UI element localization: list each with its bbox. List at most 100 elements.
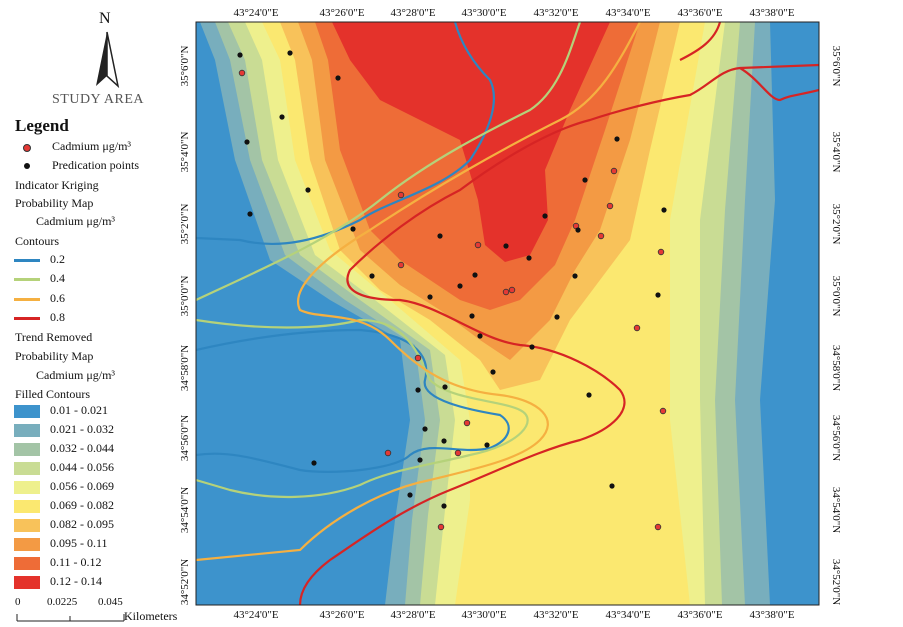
contour-line-0-4 [196, 22, 582, 301]
tick-left-6: 34°54'0"N [179, 487, 191, 533]
filled-swatch-4 [14, 481, 40, 494]
contour-label-3: 0.8 [50, 310, 65, 324]
tick-top-5: 43°34'0"E [605, 7, 650, 19]
filled-label-3: 0.044 - 0.056 [50, 460, 114, 474]
tick-bottom-2: 43°28'0"E [390, 609, 435, 621]
prediction-point [477, 333, 483, 339]
prediction-point [457, 283, 463, 289]
filled-label-0: 0.01 - 0.021 [50, 403, 108, 417]
tick-top-1: 43°26'0"E [319, 7, 364, 19]
scale-label-0: 0 [15, 596, 21, 608]
contour-swatch-0 [14, 259, 40, 262]
prediction-point [661, 207, 667, 213]
study-area-label: STUDY AREA [52, 92, 144, 107]
filled-title: Filled Contours [15, 387, 91, 401]
tick-top-0: 43°24'0"E [233, 7, 278, 19]
filled-swatch-8 [14, 557, 40, 570]
tick-bottom-3: 43°30'0"E [461, 609, 506, 621]
cadmium-point [659, 407, 667, 415]
tick-bottom-5: 43°34'0"E [605, 609, 650, 621]
legend-prediction-point: Predication points [52, 158, 139, 172]
prediction-point [582, 177, 588, 183]
tick-right-5: 34°56'0"N [830, 415, 842, 461]
prediction-point [484, 442, 490, 448]
tick-top-7: 43°38'0"E [749, 7, 794, 19]
filled-swatch-3 [14, 462, 40, 475]
tick-right-2: 35°2'0"N [830, 204, 842, 245]
prediction-point [554, 314, 560, 320]
tick-left-1: 35°4'0"N [179, 132, 191, 173]
indicator-title-2: Probability Map [15, 196, 94, 210]
cadmium-point [454, 449, 462, 457]
filled-swatch-0 [14, 405, 40, 418]
prediction-point [350, 226, 356, 232]
filled-label-6: 0.082 - 0.095 [50, 517, 114, 531]
prediction-point [442, 384, 448, 390]
filled-swatch-1 [14, 424, 40, 437]
tick-left-2: 35°2'0"N [179, 204, 191, 245]
tick-left-3: 35°0'0"N [179, 276, 191, 317]
tick-top-2: 43°28'0"E [390, 7, 435, 19]
contour-line-0-2 [196, 22, 495, 246]
tick-right-3: 35°0'0"N [830, 276, 842, 317]
prediction-point [369, 273, 375, 279]
prediction-point [279, 114, 285, 120]
cadmium-point [414, 354, 422, 362]
prediction-point [441, 503, 447, 509]
north-arrow-icon [96, 31, 120, 89]
cadmium-point [397, 191, 405, 199]
cadmium-point [508, 286, 516, 294]
tick-left-5: 34°56'0"N [179, 415, 191, 461]
contour-line-0-2-south [196, 328, 510, 473]
filled-swatch-2 [14, 443, 40, 456]
filled-swatch-5 [14, 500, 40, 513]
contour-label-1: 0.4 [50, 271, 65, 285]
filled-label-4: 0.056 - 0.069 [50, 479, 114, 493]
prediction-point [614, 136, 620, 142]
prediction-point [335, 75, 341, 81]
sample-points [237, 50, 667, 531]
filled-swatch-7 [14, 538, 40, 551]
tick-top-3: 43°30'0"E [461, 7, 506, 19]
cadmium-point [633, 324, 641, 332]
prediction-point [542, 213, 548, 219]
tick-right-7: 34°52'0"N [830, 559, 842, 605]
trend-title-2: Probability Map [15, 349, 94, 363]
tick-right-0: 35°6'0"N [830, 46, 842, 87]
band-012 [332, 22, 610, 262]
tick-bottom-4: 43°32'0"E [533, 609, 578, 621]
tick-left-4: 34°58'0"N [179, 345, 191, 391]
scale-bar [16, 614, 125, 622]
tick-right-1: 35°4'0"N [830, 132, 842, 173]
prediction-point [305, 187, 311, 193]
filled-label-2: 0.032 - 0.044 [50, 441, 114, 455]
prediction-point [407, 492, 413, 498]
prediction-point [247, 211, 253, 217]
contour-swatch-3 [14, 317, 40, 320]
tick-top-4: 43°32'0"E [533, 7, 578, 19]
tick-bottom-7: 43°38'0"E [749, 609, 794, 621]
trend-title-3: Cadmium μg/m³ [36, 368, 116, 382]
scale-label-1: 0.0225 [47, 596, 78, 608]
cadmium-point [437, 523, 445, 531]
contour-line-0-8 [298, 63, 819, 605]
prediction-point [437, 233, 443, 239]
cadmium-point [397, 261, 405, 269]
contour-label-2: 0.6 [50, 291, 65, 305]
indicator-title-1: Indicator Kriging [15, 178, 99, 192]
prediction-point [503, 243, 509, 249]
contour-line-0-8-east [739, 67, 819, 102]
filled-label-8: 0.11 - 0.12 [50, 555, 102, 569]
prediction-point [490, 369, 496, 375]
prediction-point [572, 273, 578, 279]
cadmium-point [597, 232, 605, 240]
prediction-point [575, 227, 581, 233]
filled-swatch-6 [14, 519, 40, 532]
cadmium-point [654, 523, 662, 531]
cadmium-point [502, 288, 510, 296]
contour-lines [196, 22, 819, 605]
cadmium-point [474, 241, 482, 249]
indicator-title-3: Cadmium μg/m³ [36, 214, 116, 228]
legend-cadmium-point: Cadmium μg/m³ [52, 139, 132, 153]
